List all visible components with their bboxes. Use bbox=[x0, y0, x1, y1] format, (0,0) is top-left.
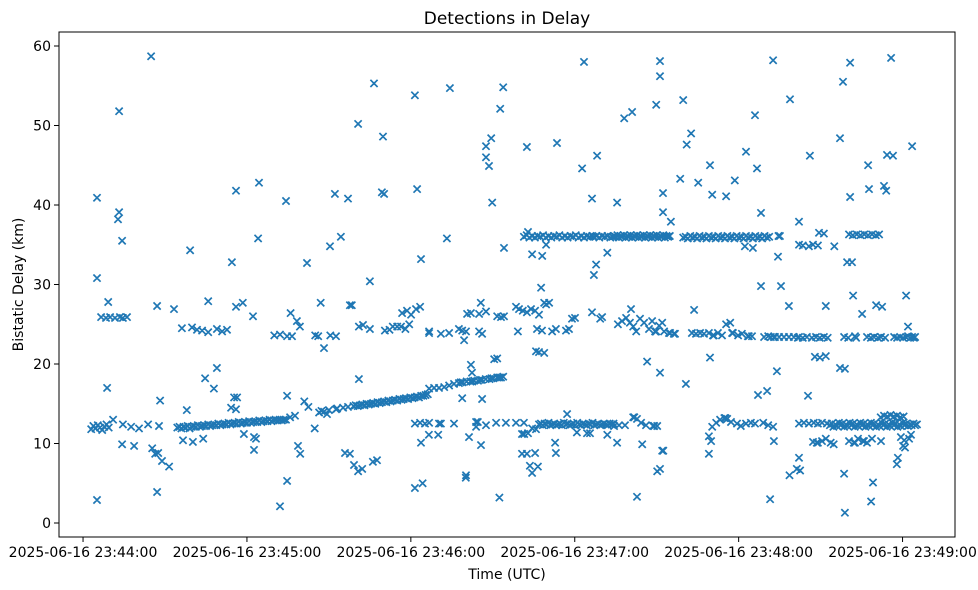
y-tick-label: 20 bbox=[33, 357, 51, 373]
x-tick-label: 2025-06-16 23:46:00 bbox=[336, 545, 485, 561]
scatter-points bbox=[86, 52, 922, 517]
x-tick-label: 2025-06-16 23:49:00 bbox=[828, 545, 977, 561]
x-tick-label: 2025-06-16 23:47:00 bbox=[500, 545, 649, 561]
y-tick-label: 30 bbox=[33, 278, 51, 294]
chart-title: Detections in Delay bbox=[424, 9, 591, 29]
y-tick-label: 10 bbox=[33, 437, 51, 453]
x-axis-label: Time (UTC) bbox=[467, 567, 545, 583]
x-tick-label: 2025-06-16 23:48:00 bbox=[664, 545, 813, 561]
x-tick-label: 2025-06-16 23:44:00 bbox=[9, 545, 158, 561]
y-tick-label: 40 bbox=[33, 198, 51, 214]
axis-tick-labels: 2025-06-16 23:44:00 2025-06-16 23:45:00 20… bbox=[9, 39, 977, 561]
x-tick-label: 2025-06-16 23:45:00 bbox=[173, 545, 322, 561]
y-axis-label: Bistatic Delay (km) bbox=[11, 218, 27, 352]
y-tick-label: 60 bbox=[33, 39, 51, 55]
x-marker-path bbox=[86, 52, 922, 517]
plot-area bbox=[58, 31, 956, 538]
axis-ticks bbox=[54, 45, 904, 542]
y-tick-label: 0 bbox=[42, 516, 51, 532]
y-tick-label: 50 bbox=[33, 118, 51, 134]
